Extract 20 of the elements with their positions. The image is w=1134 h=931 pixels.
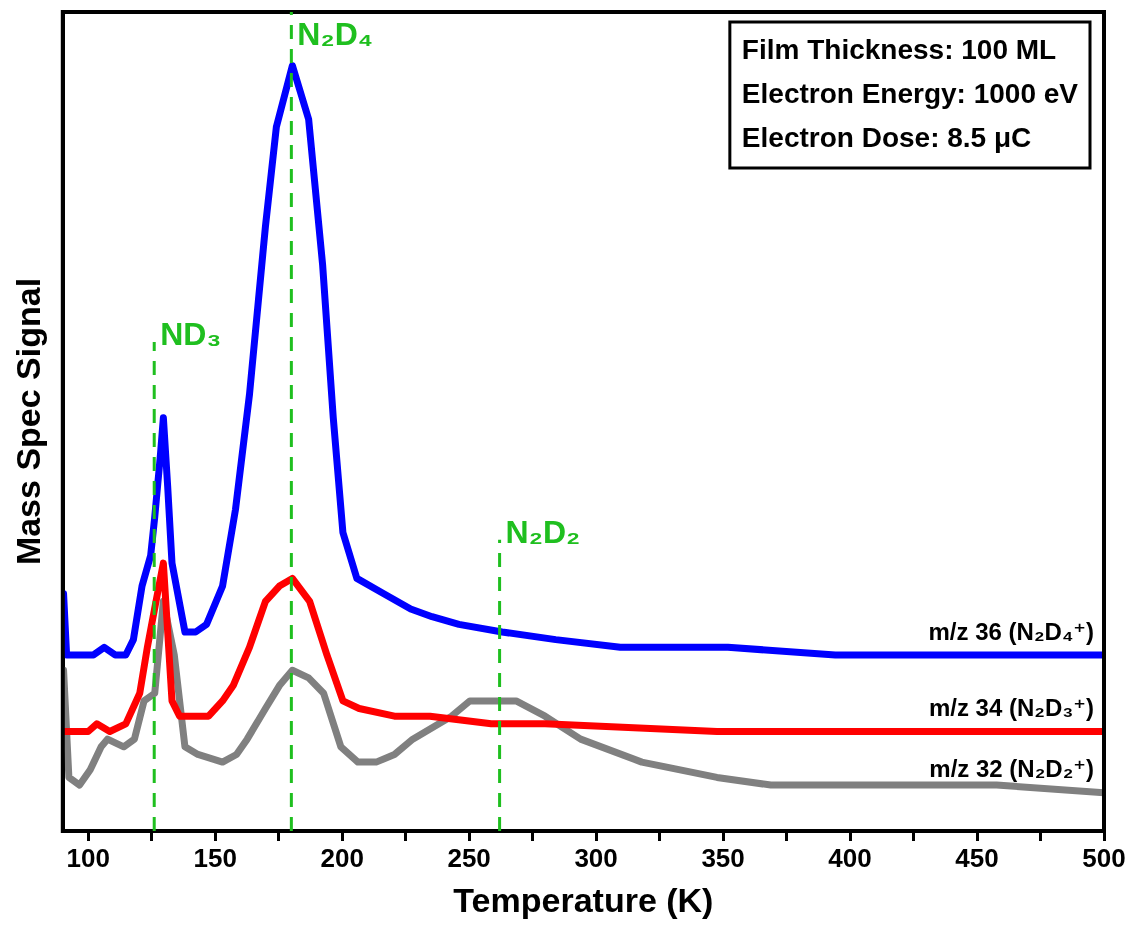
series-label: m/z 32 (N₂D₂⁺) [929, 755, 1094, 783]
annotation: Electron Energy: 1000 eV [741, 77, 1079, 109]
ref-line-label: N₂D₂ [505, 513, 581, 550]
x-tick-label: 450 [955, 842, 999, 873]
x-tick-label: 200 [320, 842, 364, 873]
x-axis-title: Temperature (K) [453, 880, 714, 919]
x-tick-label: 500 [1082, 842, 1126, 873]
series-label: m/z 36 (N₂D₄⁺) [928, 617, 1094, 645]
ref-line-label: ND₃ [160, 315, 222, 352]
x-tick-label: 300 [574, 842, 618, 873]
x-tick-label: 250 [447, 842, 491, 873]
y-axis-title: Mass Spec Signal [8, 277, 47, 566]
text: Film Thickness: 100 ML [741, 33, 1057, 65]
series-label: m/z 34 (N₂D₃⁺) [928, 694, 1094, 722]
ref-line-label: N₂D₄ [297, 15, 374, 52]
annotation: Electron Dose: 8.5 μC [741, 121, 1032, 153]
x-tick-label: 150 [193, 842, 237, 873]
x-tick-label: 100 [66, 842, 110, 873]
x-tick-label: 400 [828, 842, 872, 873]
x-tick-label: 350 [701, 842, 745, 873]
